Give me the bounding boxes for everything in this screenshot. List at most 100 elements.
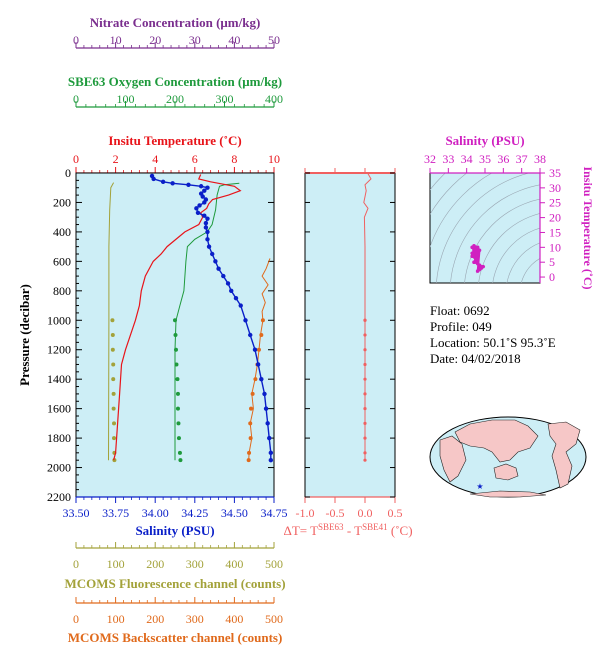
oxygen-point xyxy=(173,347,178,352)
ts-point xyxy=(474,257,478,262)
delta-t-tick-label: 0.0 xyxy=(358,506,373,520)
fluorescence-point xyxy=(112,436,117,441)
oxygen-point xyxy=(178,458,183,463)
backscatter-axis-tick-label: 200 xyxy=(146,612,164,626)
salinity-point xyxy=(203,225,209,230)
fluorescence-point xyxy=(111,391,116,396)
pressure-tick-label: 600 xyxy=(53,254,71,268)
salinity-point xyxy=(198,184,204,189)
ts-density-contour xyxy=(436,173,531,283)
oxygen-point xyxy=(175,391,180,396)
oxygen-axis-tick-label: 0 xyxy=(73,92,79,106)
profile-label: Profile: xyxy=(430,319,469,334)
fluorescence-point xyxy=(110,318,115,323)
nitrate-axis-tick-label: 30 xyxy=(189,33,201,47)
ts-x-tick-label: 36 xyxy=(497,152,509,166)
backscatter-axis-label: MCOMS Backscatter channel (counts) xyxy=(68,630,283,645)
ts-x-tick-label: 38 xyxy=(534,152,546,166)
ts-point xyxy=(477,248,482,253)
salinity-point xyxy=(194,206,199,211)
ts-y-tick-label: 5 xyxy=(549,255,555,269)
backscatter-point xyxy=(247,450,252,455)
float-value: 0692 xyxy=(463,303,490,318)
salinity-point xyxy=(197,203,202,208)
location-label: Location: xyxy=(430,335,480,350)
fluorescence-axis-tick-label: 100 xyxy=(107,557,125,571)
delta-t-series xyxy=(363,173,372,462)
pressure-tick-label: 1000 xyxy=(47,313,71,327)
temperature-axis-tick-label: 8 xyxy=(231,152,237,166)
salinity-point xyxy=(255,362,261,367)
salinity-point xyxy=(252,347,258,352)
fluorescence-axis-tick-label: 200 xyxy=(146,557,164,571)
ts-x-tick-label: 33 xyxy=(442,152,454,166)
salinity-point xyxy=(205,229,210,235)
delta-t-point xyxy=(363,392,367,396)
delta-t-point xyxy=(363,333,367,337)
ts-y-tick-label: 30 xyxy=(549,181,561,195)
backscatter-axis: 0 100 200 300 400 500 xyxy=(73,597,283,626)
pressure-tick-label: 200 xyxy=(53,195,71,209)
fluorescence-point xyxy=(111,377,116,382)
fluorescence-line xyxy=(108,182,115,461)
pressure-tick-label: 800 xyxy=(53,284,71,298)
ts-y-tick-label: 0 xyxy=(549,270,555,284)
delta-t-point xyxy=(363,458,367,462)
delta-t-point xyxy=(363,436,367,440)
salinity-point xyxy=(268,457,274,463)
delta-t-tick-label: -1.0 xyxy=(296,506,315,520)
pressure-tick-label: 2200 xyxy=(47,490,71,504)
salinity-point xyxy=(268,450,274,456)
fluorescence-axis: 0 100 200 300 400 500 xyxy=(73,542,283,571)
delta-t-axis-label: ΔT= TSBE63 - TSBE41 (˚C) xyxy=(283,522,412,538)
ts-y-tick-label: 10 xyxy=(549,240,561,254)
ts-point xyxy=(470,251,474,256)
delta-t-point xyxy=(363,451,367,455)
ts-x-tick-label: 35 xyxy=(479,152,491,166)
date-value: 04/02/2018 xyxy=(461,351,521,366)
salinity-point xyxy=(213,259,218,264)
salinity-point xyxy=(202,188,207,193)
salinity-point xyxy=(202,213,207,218)
backscatter-point xyxy=(260,318,265,323)
backscatter-point xyxy=(249,406,254,411)
fluorescence-axis-tick-label: 0 xyxy=(73,557,79,571)
nitrate-axis-tick-label: 50 xyxy=(268,33,280,47)
fluorescence-axis-label: MCOMS Fluorescence channel (counts) xyxy=(64,576,285,591)
salinity-point xyxy=(265,421,270,426)
ts-density-contour xyxy=(492,227,540,283)
delta-t-tick-label: 0.5 xyxy=(388,506,403,520)
temperature-axis-tick-label: 10 xyxy=(268,152,280,166)
salinity-axis-tick-label: 34.25 xyxy=(181,506,208,520)
delta-t-point xyxy=(363,362,367,367)
backscatter-point xyxy=(248,436,253,441)
oxygen-axis-tick-label: 200 xyxy=(166,92,184,106)
salinity-point xyxy=(248,332,253,338)
salinity-point xyxy=(205,185,210,190)
fluorescence-axis-tick-label: 300 xyxy=(186,557,204,571)
delta-t-point xyxy=(363,377,367,381)
salinity-point xyxy=(238,303,243,308)
backscatter-axis-tick-label: 400 xyxy=(225,612,243,626)
salinity-axis-tick-label: 34.75 xyxy=(261,506,288,520)
salinity-point xyxy=(203,220,209,226)
pressure-tick-label: 1200 xyxy=(47,343,71,357)
fluorescence-point xyxy=(111,406,116,411)
ts-y-tick-label: 25 xyxy=(549,196,561,210)
ts-point xyxy=(475,261,480,266)
delta-t-point xyxy=(363,407,367,411)
fluorescence-axis-tick-label: 400 xyxy=(225,557,243,571)
oxygen-point xyxy=(177,450,182,455)
ts-density-contour xyxy=(430,173,468,215)
pressure-tick-label: 2000 xyxy=(47,461,71,475)
oxygen-point xyxy=(173,333,178,337)
salinity-point xyxy=(200,194,205,199)
ts-density-contour xyxy=(478,213,540,283)
ts-x-tick-label: 37 xyxy=(516,152,528,166)
salinity-point xyxy=(233,295,239,301)
ts-y-tick-label: 15 xyxy=(549,225,561,239)
backscatter-point xyxy=(259,333,264,337)
pressure-tick-label: 1400 xyxy=(47,372,71,386)
ts-point xyxy=(472,248,476,253)
